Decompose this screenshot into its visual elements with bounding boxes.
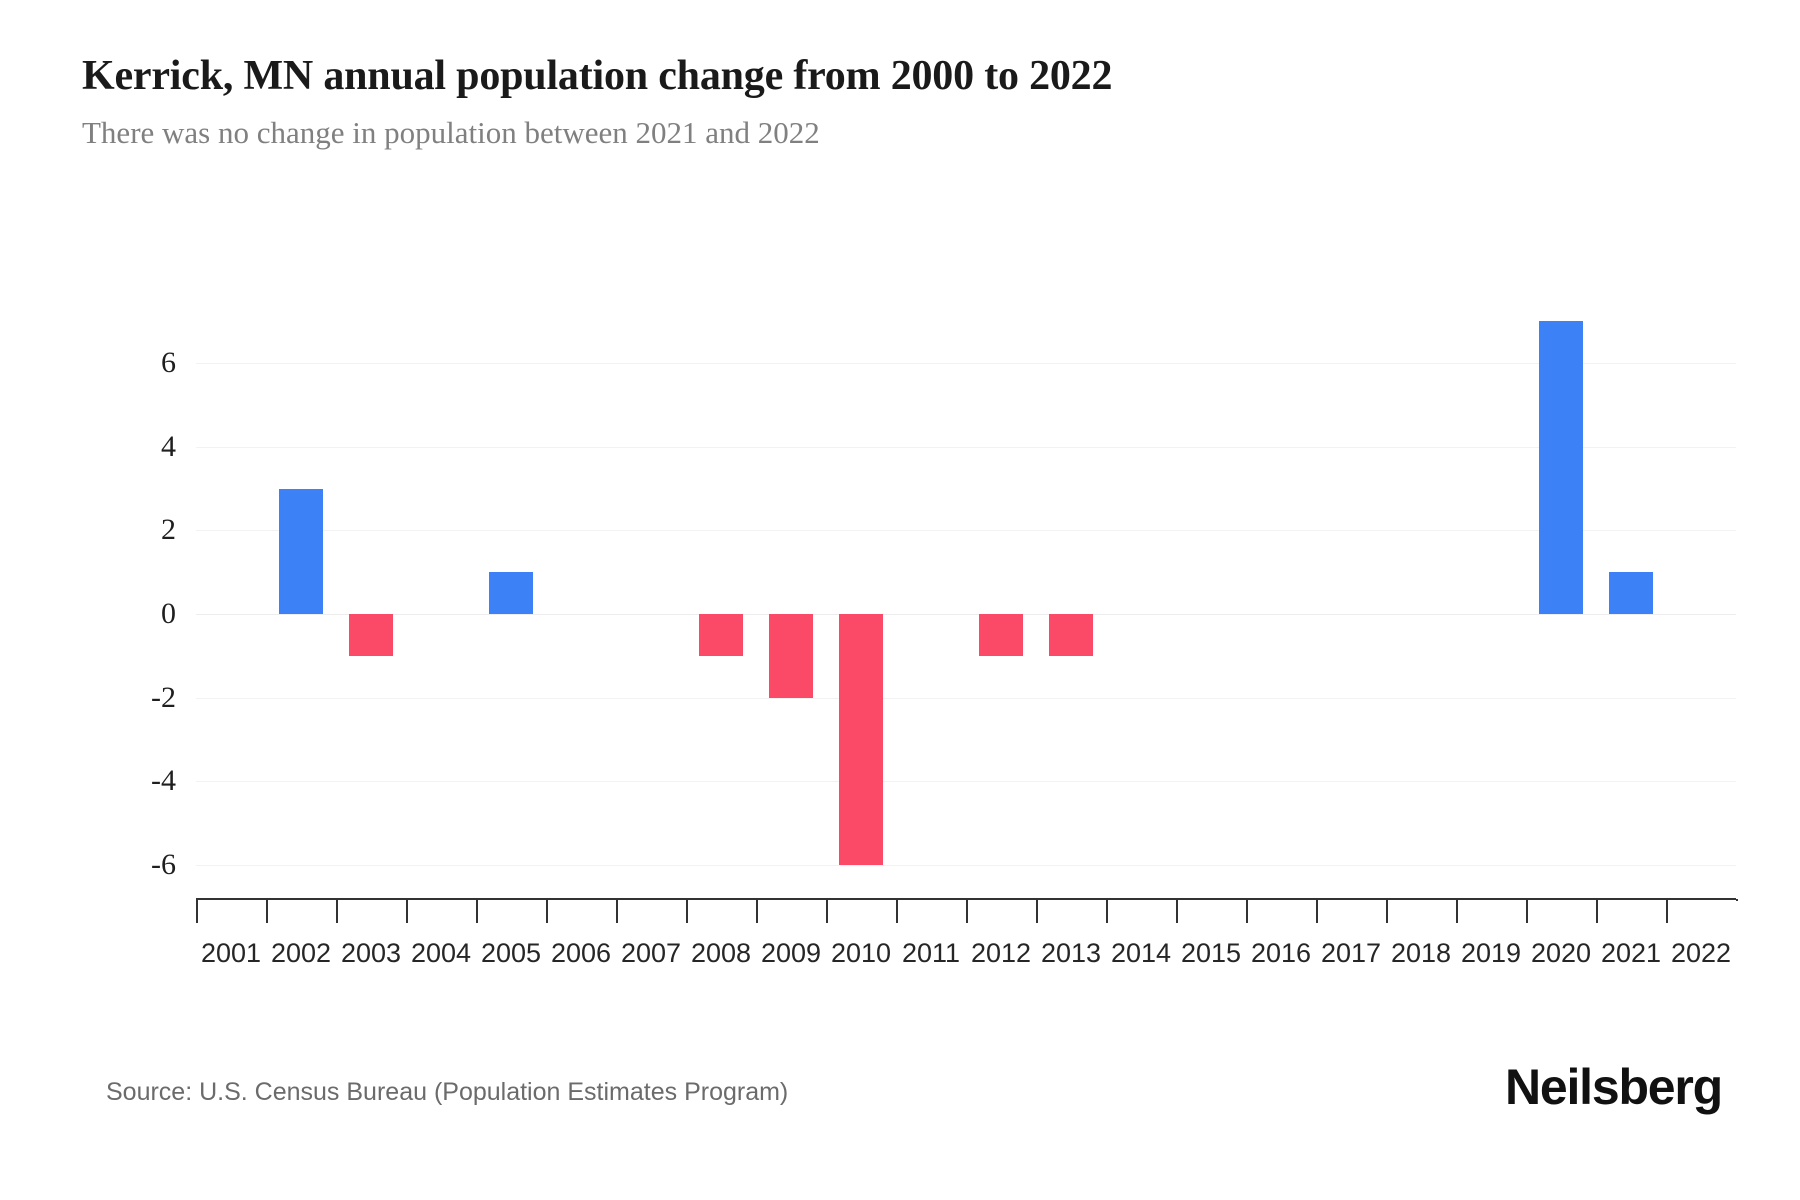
x-axis-tick (1386, 899, 1388, 923)
bar-2005[interactable] (489, 572, 533, 614)
bar-2003[interactable] (349, 614, 393, 656)
x-axis-tick (1456, 899, 1458, 923)
x-axis-tick (546, 899, 548, 923)
bar-2010[interactable] (839, 614, 883, 865)
bar-2020[interactable] (1539, 321, 1583, 614)
x-axis-tick (406, 899, 408, 923)
x-axis-tick-end (1736, 899, 1738, 901)
gridline-neg6 (196, 864, 1736, 866)
x-axis-tick-label-2013: 2013 (1040, 938, 1102, 968)
x-axis-tick (1106, 899, 1108, 923)
bar-2008[interactable] (699, 614, 743, 656)
x-axis-tick (826, 899, 828, 923)
x-axis-tick (1246, 899, 1248, 923)
x-axis-tick (1666, 899, 1668, 923)
y-axis-tick-label: 2 (161, 513, 176, 547)
x-axis-tick (756, 899, 758, 923)
x-axis-tick (476, 899, 478, 923)
y-axis-tick-label: 6 (161, 346, 176, 380)
chart-header: Kerrick, MN annual population change fro… (82, 52, 1722, 151)
x-axis-tick-label-2020: 2020 (1530, 938, 1592, 968)
y-axis-tick-label: -6 (151, 847, 176, 881)
x-axis-tick (1316, 899, 1318, 923)
gridline-6 (196, 363, 1736, 365)
x-axis-tick (966, 899, 968, 923)
x-axis-tick-label-2018: 2018 (1390, 938, 1452, 968)
x-axis-tick-label-2019: 2019 (1460, 938, 1522, 968)
bar-2002[interactable] (279, 488, 323, 614)
y-axis-tick-label: -2 (151, 680, 176, 714)
x-axis-tick-label-2008: 2008 (690, 938, 752, 968)
x-axis-tick (896, 899, 898, 923)
x-axis-tick-label-2017: 2017 (1320, 938, 1382, 968)
gridline-0 (196, 614, 1736, 615)
bar-2013[interactable] (1049, 614, 1093, 656)
bar-2012[interactable] (979, 614, 1023, 656)
x-axis-tick (1036, 899, 1038, 923)
x-axis-tick (616, 899, 618, 923)
x-axis-tick-label-2009: 2009 (760, 938, 822, 968)
x-axis-tick-label-2014: 2014 (1110, 938, 1172, 968)
bars-group (196, 0, 1736, 1200)
source-note: Source: U.S. Census Bureau (Population E… (106, 1078, 789, 1106)
y-axis-tick-label: -4 (151, 764, 176, 798)
x-axis-tick-label-2022: 2022 (1670, 938, 1732, 968)
x-axis-tick-label-2003: 2003 (340, 938, 402, 968)
x-axis-tick (1526, 899, 1528, 923)
x-axis-tick-label-2010: 2010 (830, 938, 892, 968)
bar-2009[interactable] (769, 614, 813, 698)
x-axis-tick-label-2021: 2021 (1600, 938, 1662, 968)
x-axis-tick-label-2012: 2012 (970, 938, 1032, 968)
x-axis-tick (266, 899, 268, 923)
x-axis-tick (196, 899, 198, 923)
brand-logo: Neilsberg (1504, 1059, 1723, 1115)
gridline-neg2 (196, 697, 1736, 699)
x-axis-tick (1596, 899, 1598, 923)
x-axis-tick-label-2006: 2006 (550, 938, 612, 968)
gridline-neg4 (196, 781, 1736, 783)
x-axis-tick-label-2002: 2002 (270, 938, 332, 968)
x-axis-tick-label-2004: 2004 (410, 938, 472, 968)
y-axis-tick-label: 4 (161, 429, 176, 463)
x-axis-tick (686, 899, 688, 923)
x-axis-tick (336, 899, 338, 923)
gridline-2 (196, 530, 1736, 532)
x-axis-tick-label-2015: 2015 (1180, 938, 1242, 968)
y-axis-tick-label: 0 (161, 597, 176, 630)
x-axis-tick-label-2007: 2007 (620, 938, 682, 968)
x-axis-tick-label-2001: 2001 (200, 938, 262, 968)
x-axis-tick-label-2011: 2011 (901, 938, 961, 968)
page-title: Kerrick, MN annual population change fro… (82, 53, 1113, 99)
x-axis-tick-label-2016: 2016 (1250, 938, 1312, 968)
bar-2021[interactable] (1609, 572, 1653, 614)
chart-subtitle: There was no change in population betwee… (82, 115, 820, 151)
x-axis-tick-label-2005: 2005 (480, 938, 542, 968)
x-axis-tick (1176, 899, 1178, 923)
gridline-4 (196, 446, 1736, 448)
